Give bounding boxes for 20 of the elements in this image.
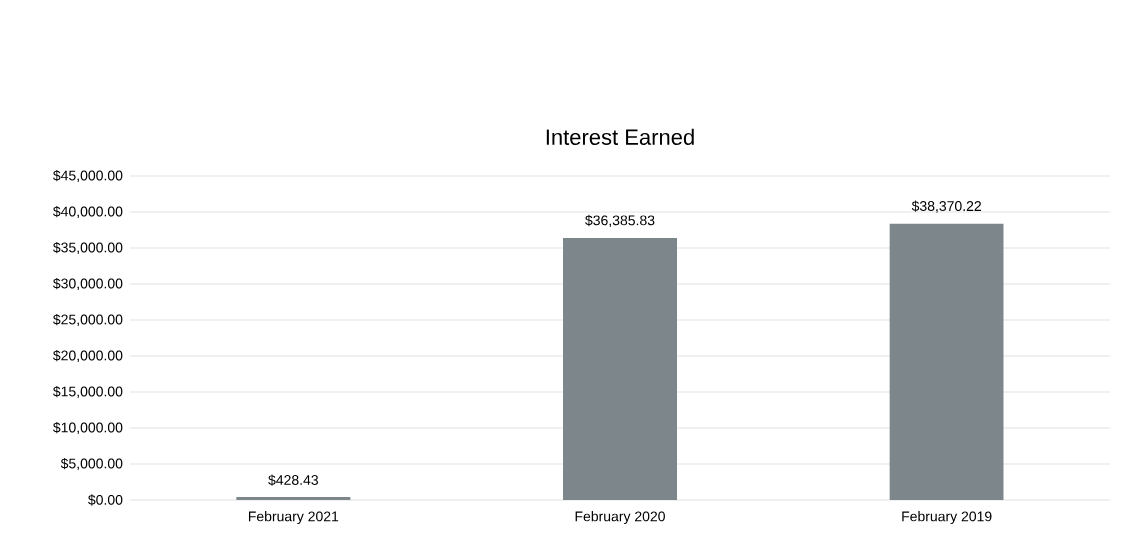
- y-tick-label: $45,000.00: [53, 169, 123, 183]
- data-label: $36,385.83: [585, 214, 655, 227]
- chart-title: Interest Earned: [546, 128, 694, 145]
- data-label: $428.43: [268, 474, 318, 486]
- y-tick-label: $0.00: [88, 494, 123, 506]
- y-tick-label: $20,000.00: [53, 349, 123, 363]
- y-tick-label: $25,000.00: [53, 313, 123, 327]
- y-tick-label: $30,000.00: [53, 277, 123, 291]
- y-tick-label: $5,000.00: [60, 457, 123, 471]
- bar: [236, 496, 351, 500]
- x-tick-label: February 2021: [248, 511, 339, 525]
- x-tick-label: February 2020: [575, 511, 665, 525]
- x-tick-label: February 2019: [902, 511, 992, 525]
- y-tick-label: $35,000.00: [53, 241, 123, 255]
- y-tick-label: $15,000.00: [53, 385, 123, 399]
- y-tick-label: $10,000.00: [53, 421, 123, 435]
- data-label: $38,370.22: [911, 200, 981, 213]
- bar: [563, 238, 677, 500]
- bar: [889, 223, 1004, 500]
- y-tick-label: $40,000.00: [53, 205, 123, 219]
